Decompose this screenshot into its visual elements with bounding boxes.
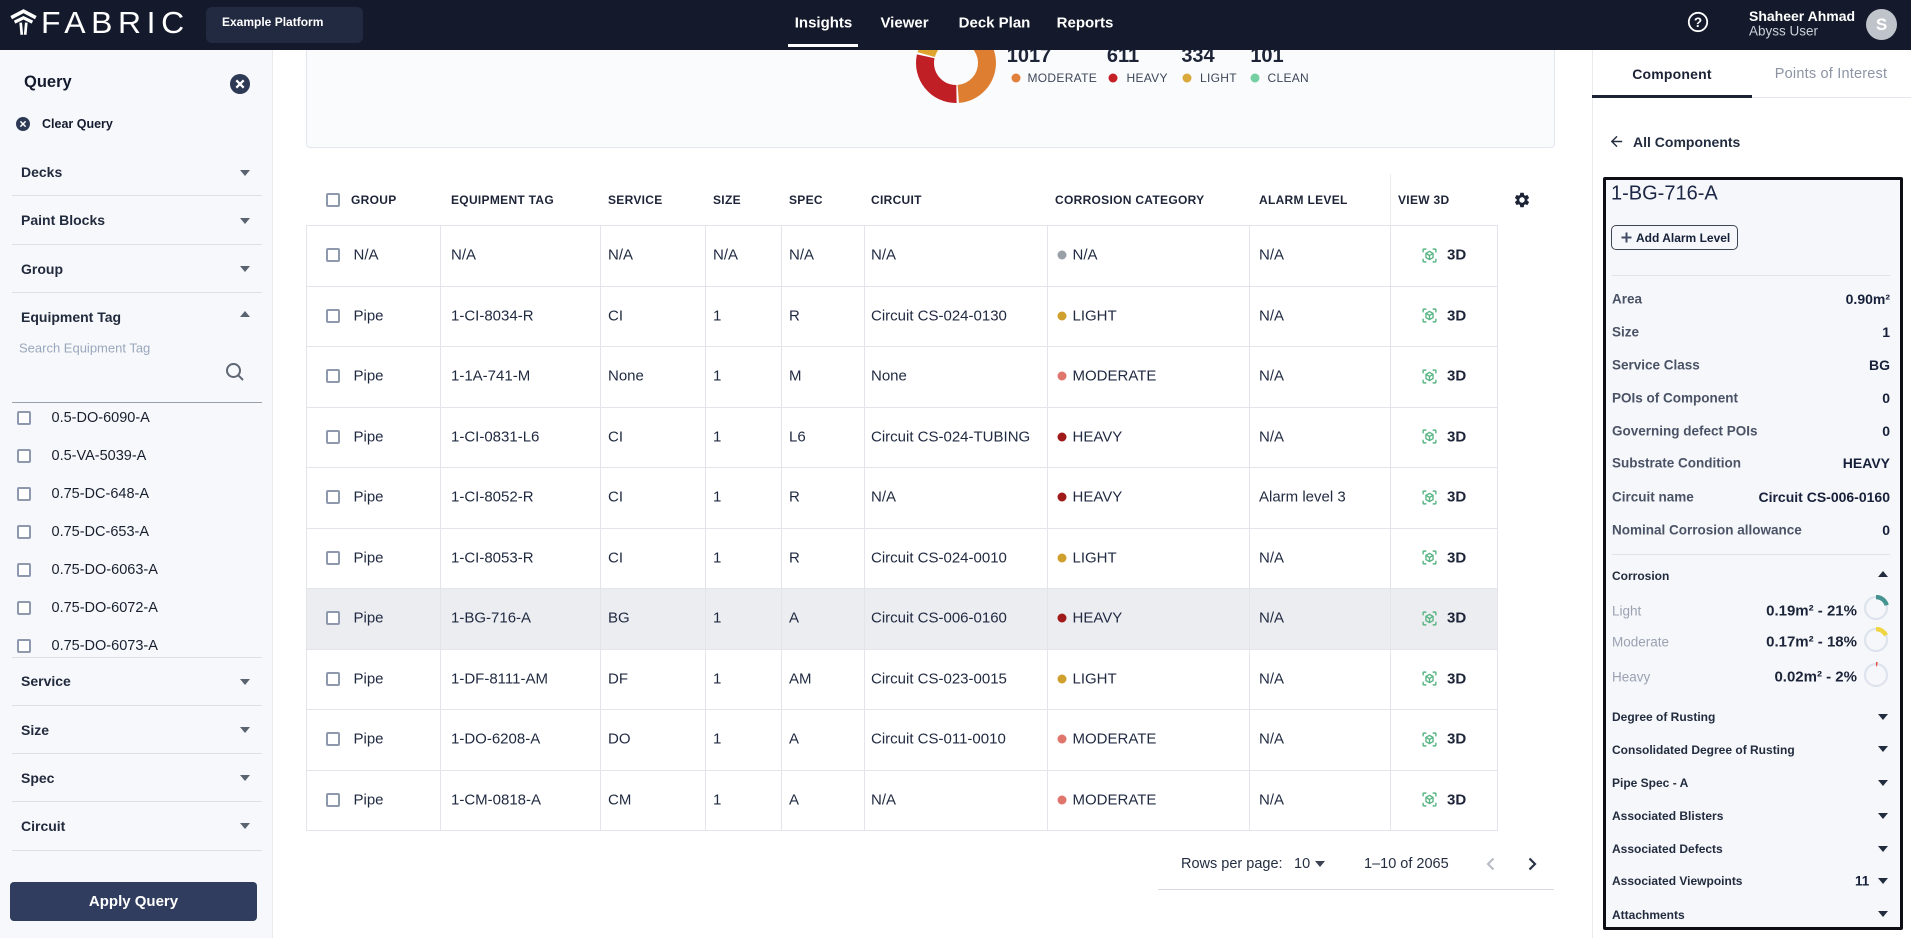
svg-text:?: ? xyxy=(1694,15,1702,30)
